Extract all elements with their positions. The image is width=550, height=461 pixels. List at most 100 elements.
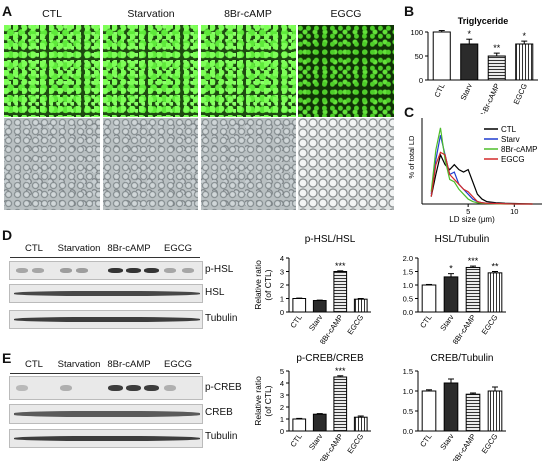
blot-d-group-line bbox=[10, 257, 200, 258]
blot-e-group-8br: 8Br-cAMP bbox=[107, 359, 151, 370]
x-tick-label: Starv bbox=[307, 432, 325, 452]
legend-label: EGCG bbox=[501, 155, 525, 164]
x-tick-label: CTL bbox=[288, 313, 304, 330]
x-tick-label: 10 bbox=[510, 207, 518, 216]
blot-e-group-line bbox=[10, 373, 200, 374]
bar bbox=[487, 55, 506, 81]
blot-e-label-pcreb: p-CREB bbox=[205, 382, 242, 393]
bar bbox=[353, 298, 368, 313]
bright-image-starvation bbox=[103, 118, 198, 210]
band bbox=[126, 384, 141, 392]
blot-d-row-phsl bbox=[9, 261, 203, 280]
x-tick-label: CTL bbox=[418, 313, 434, 330]
legend-label: 8Br-cAMP bbox=[501, 145, 537, 154]
chart-b-triglyceride: Triglyceride % of CTL 0 50 100 CTL * Starv ** 8-B… bbox=[404, 16, 538, 114]
x-tick-label: CTL bbox=[418, 432, 434, 449]
band bbox=[76, 267, 88, 274]
y-axis-label: Relative ratio(of CTL) bbox=[255, 376, 273, 426]
y-tick-label: 1.5 bbox=[403, 367, 413, 376]
bar bbox=[460, 43, 479, 81]
x-tick-label: EGCG bbox=[345, 313, 365, 336]
band bbox=[14, 435, 200, 442]
bar bbox=[487, 272, 503, 313]
significance-label: *** bbox=[335, 366, 346, 376]
x-tick-label: Starv bbox=[307, 313, 325, 333]
y-tick-label: 3 bbox=[280, 268, 284, 277]
bar bbox=[333, 271, 348, 313]
fluor-image-starvation bbox=[103, 25, 198, 117]
blot-e-label-tubulin: Tubulin bbox=[205, 431, 238, 442]
panel-label-a: A bbox=[2, 3, 13, 19]
blot-d-group-egcg: EGCG bbox=[164, 243, 192, 254]
chart-d-hsl-tubulin: HSL/Tubulin0.00.51.01.52.0CTL*Starv***8B… bbox=[403, 234, 506, 344]
blot-d-label-tubulin: Tubulin bbox=[205, 313, 238, 324]
x-axis-label: LD size (μm) bbox=[449, 215, 495, 224]
band bbox=[144, 384, 159, 392]
micro-header-egcg: EGCG bbox=[330, 8, 362, 20]
fluor-image-egcg bbox=[298, 25, 394, 117]
fluor-image-8br bbox=[201, 25, 296, 117]
bright-image-ctl bbox=[4, 118, 100, 210]
band bbox=[182, 267, 194, 274]
y-tick-label: 2 bbox=[280, 403, 284, 412]
chart-d-phsl-hsl: p-HSL/HSL Relative ratio(of CTL) 0 1 2 3 4 CTL S… bbox=[255, 234, 371, 344]
y-tick-label: 0 bbox=[280, 427, 284, 436]
blot-d-label-hsl: HSL bbox=[205, 287, 225, 298]
y-tick-label: 4 bbox=[280, 254, 284, 263]
chart-title: p-HSL/HSL bbox=[305, 234, 356, 245]
bar bbox=[353, 416, 368, 432]
bar bbox=[421, 390, 437, 432]
blot-e-row-pcreb bbox=[9, 376, 203, 400]
y-tick-label: 3 bbox=[280, 391, 284, 400]
band bbox=[14, 290, 200, 297]
blot-d-group-8br: 8Br-cAMP bbox=[107, 243, 151, 254]
y-tick-label: 0.5 bbox=[403, 407, 413, 416]
band bbox=[108, 267, 123, 274]
bar bbox=[487, 390, 503, 432]
y-axis-label: % of total LD bbox=[407, 135, 416, 179]
bar bbox=[443, 276, 459, 313]
bar bbox=[465, 266, 481, 313]
panel-label-b: B bbox=[404, 3, 415, 19]
y-tick-label: 1 bbox=[280, 295, 284, 304]
x-tick-label: 8-Br-cAMP bbox=[478, 82, 502, 114]
band bbox=[16, 384, 28, 392]
x-tick-label: CTL bbox=[432, 82, 446, 99]
blot-e-group-ctl: CTL bbox=[25, 359, 43, 370]
y-tick-label: 0 bbox=[419, 76, 423, 85]
x-tick-label: EGCG bbox=[480, 432, 500, 455]
x-tick-label: EGCG bbox=[512, 82, 530, 106]
significance-label: ** bbox=[491, 262, 499, 272]
chart-title: p-CREB/CREB bbox=[296, 353, 364, 364]
bar bbox=[292, 298, 307, 313]
y-axis-label-line: Relative ratio bbox=[255, 376, 263, 426]
y-tick-label: 1.0 bbox=[403, 387, 413, 396]
band bbox=[60, 384, 72, 392]
bar bbox=[312, 300, 327, 313]
significance-label: ** bbox=[493, 43, 501, 53]
x-tick-label: 8Br-cAMP bbox=[451, 432, 478, 461]
y-tick-label: 100 bbox=[410, 28, 423, 37]
panel-label-c: C bbox=[404, 104, 415, 120]
x-tick-label: Starv bbox=[438, 313, 456, 333]
band bbox=[164, 267, 176, 274]
bar bbox=[312, 413, 327, 432]
band bbox=[108, 384, 123, 392]
blot-d-label-phsl: p-HSL bbox=[205, 264, 234, 275]
bar bbox=[443, 382, 459, 432]
legend-label: Starv bbox=[501, 135, 520, 144]
bar bbox=[333, 376, 348, 432]
legend-label: CTL bbox=[501, 125, 517, 134]
bright-image-8br bbox=[201, 118, 296, 210]
blot-e: CTL Starvation 8Br-cAMP EGCG p-CREB CREB… bbox=[5, 354, 250, 454]
significance-label: * bbox=[467, 29, 471, 39]
y-tick-label: 5 bbox=[280, 367, 284, 376]
bar bbox=[515, 43, 534, 81]
y-axis-label-line: (of CTL) bbox=[263, 269, 273, 300]
y-axis-label-line: (of CTL) bbox=[263, 385, 273, 416]
blot-e-row-creb bbox=[9, 404, 203, 424]
x-tick-label: CTL bbox=[288, 432, 304, 449]
chart-title: Triglyceride bbox=[458, 16, 509, 26]
bar bbox=[432, 31, 451, 81]
y-tick-label: 1.0 bbox=[403, 281, 413, 290]
